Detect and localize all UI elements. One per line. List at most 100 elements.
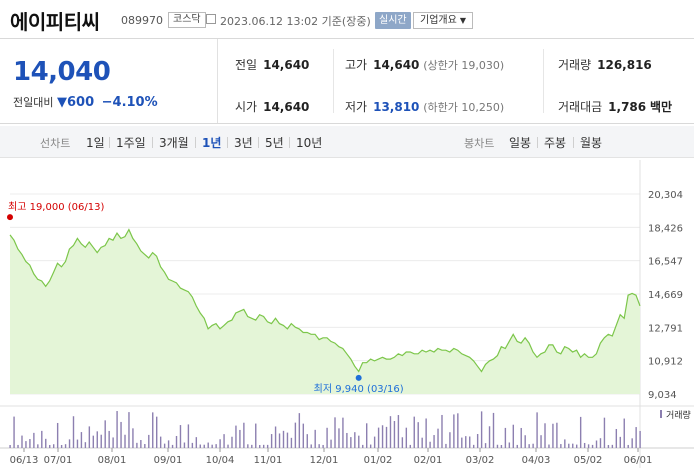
- volume-bar: [72, 416, 75, 448]
- stat-value: 13,810: [373, 100, 420, 114]
- volume-bar: [231, 436, 233, 448]
- stat-value: 14,640: [263, 58, 310, 72]
- period-1y[interactable]: 1년: [202, 136, 222, 150]
- volume-bar: [354, 432, 356, 448]
- period-3m[interactable]: 3개월: [159, 136, 189, 150]
- volume-bar: [591, 444, 594, 448]
- volume-bar: [528, 444, 530, 448]
- volume-bar: [278, 433, 281, 448]
- volume-bar: [183, 442, 186, 448]
- market-badge: 코스닥: [168, 12, 206, 28]
- volume-bar: [49, 444, 51, 448]
- stat-sub: (하한가 10,250): [423, 101, 505, 114]
- stat-low: 저가 13,810 (하한가 10,250): [345, 98, 504, 115]
- volume-bar: [56, 422, 59, 448]
- divider: [109, 137, 110, 148]
- volume-bar: [576, 444, 578, 448]
- volume-bar: [215, 444, 217, 448]
- volume-bar: [453, 414, 455, 448]
- price-chart: 20,304 18,426 16,547 14,669 12,791 10,912 9,03…: [0, 160, 694, 468]
- volume-bar: [112, 437, 114, 448]
- volume-bar: [274, 426, 277, 448]
- x-tick-label: 05/02: [574, 455, 603, 466]
- volume-bar: [290, 437, 293, 448]
- volume-bar: [472, 444, 475, 448]
- period-1w[interactable]: 1주일: [116, 136, 146, 150]
- volume-bar: [128, 412, 130, 448]
- volume-bar: [583, 442, 586, 448]
- period-10y[interactable]: 10년: [296, 136, 323, 150]
- candle-monthly[interactable]: 월봉: [580, 136, 603, 150]
- volume-bar: [476, 434, 479, 448]
- volume-bar: [298, 413, 301, 448]
- stat-label: 전일: [235, 58, 258, 72]
- period-5y[interactable]: 5년: [265, 136, 284, 150]
- volume-bar: [377, 427, 380, 448]
- volume-bar: [516, 444, 518, 448]
- volume-bar: [358, 435, 360, 448]
- volume-bar: [302, 423, 305, 448]
- volume-bar: [282, 430, 285, 448]
- volume-bar: [480, 411, 483, 448]
- volume-bar: [239, 429, 241, 448]
- low-annotation: 최저 9,940 (03/16): [314, 383, 404, 395]
- volume-bar: [195, 437, 198, 448]
- stock-code: 089970: [121, 14, 163, 27]
- volume-bar: [366, 423, 368, 448]
- volume-bar: [627, 444, 629, 448]
- volume-bar: [461, 437, 463, 448]
- chevron-down-icon: ▼: [459, 16, 466, 25]
- volume-bar: [286, 432, 289, 448]
- company-overview-button[interactable]: 기업개요 ▼: [413, 12, 473, 29]
- divider: [227, 137, 228, 148]
- stat-high: 고가 14,640 (상한가 19,030): [345, 56, 504, 73]
- volume-bar: [385, 426, 388, 448]
- volume-bar: [124, 434, 126, 448]
- volume-bar: [496, 444, 499, 448]
- volume-bar: [381, 425, 384, 448]
- y-tick-label: 14,669: [648, 290, 683, 301]
- x-tick-label: 06/13: [10, 455, 39, 466]
- stat-label: 고가: [345, 58, 368, 72]
- high-marker: [7, 214, 13, 221]
- volume-bar: [235, 425, 237, 448]
- timestamp: 2023.06.12 13:02 기준(장중): [220, 15, 371, 28]
- candle-weekly[interactable]: 주봉: [544, 136, 567, 150]
- period-3y[interactable]: 3년: [234, 136, 253, 150]
- volume-bar: [595, 440, 598, 448]
- volume-bar: [611, 444, 614, 448]
- volume-bar: [37, 444, 39, 448]
- x-tick-label: 04/03: [522, 455, 551, 466]
- volume-bar: [167, 440, 170, 448]
- volume-bar: [615, 428, 618, 448]
- volume-bar: [243, 422, 245, 448]
- volume-bar: [9, 445, 11, 448]
- volume-bar: [266, 444, 269, 448]
- candle-daily[interactable]: 일봉: [509, 136, 532, 150]
- volume-bar: [33, 432, 35, 448]
- volume-bar: [207, 442, 209, 448]
- volume-bar: [259, 444, 261, 448]
- volume-bar: [171, 444, 174, 448]
- volume-bar: [425, 418, 427, 448]
- realtime-button[interactable]: 실시간: [375, 12, 411, 29]
- volume-bar: [92, 435, 95, 448]
- volume-bar: [270, 434, 273, 448]
- volume-bar: [552, 423, 554, 448]
- volume-bar: [350, 437, 352, 448]
- volume-bar: [393, 420, 396, 448]
- volume-bar: [346, 432, 348, 448]
- x-tick-label: 12/01: [310, 455, 339, 466]
- volume-bar: [175, 435, 178, 448]
- volume-bar: [619, 436, 621, 448]
- volume-bar: [441, 414, 443, 448]
- stat-unit: 백만: [649, 100, 673, 114]
- period-1d[interactable]: 1일: [86, 136, 105, 150]
- divider: [152, 137, 153, 148]
- volume-bar: [326, 427, 328, 448]
- x-tick-label: 06/01: [624, 455, 653, 466]
- divider: [258, 137, 259, 148]
- volume-bar: [635, 427, 637, 448]
- change-label: 전일대비: [13, 96, 54, 109]
- y-tick-label: 20,304: [648, 190, 683, 201]
